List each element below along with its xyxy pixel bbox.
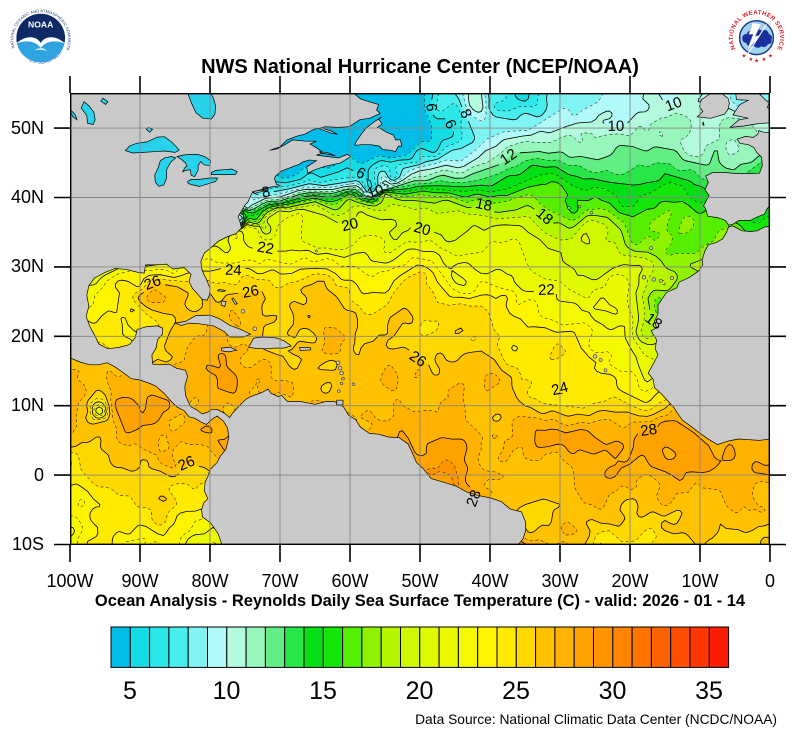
svg-text:8: 8: [260, 183, 271, 201]
svg-text:12: 12: [497, 145, 520, 168]
svg-text:26: 26: [142, 272, 164, 294]
svg-text:18: 18: [642, 310, 665, 334]
svg-text:6: 6: [422, 103, 439, 112]
svg-text:10: 10: [607, 118, 624, 135]
svg-text:28: 28: [463, 488, 485, 510]
svg-text:26: 26: [406, 347, 429, 370]
svg-text:★: ★: [742, 54, 747, 60]
svg-text:26: 26: [175, 453, 197, 475]
svg-text:22: 22: [256, 238, 275, 258]
svg-text:26: 26: [241, 282, 261, 302]
svg-text:★: ★: [749, 57, 754, 63]
svg-text:NOAA: NOAA: [28, 20, 53, 30]
svg-text:28: 28: [639, 421, 658, 440]
svg-text:10: 10: [365, 181, 386, 202]
svg-text:20: 20: [412, 219, 433, 240]
svg-text:10: 10: [663, 94, 684, 116]
svg-text:22: 22: [538, 281, 555, 299]
svg-text:★: ★: [768, 54, 773, 60]
svg-text:24: 24: [550, 379, 571, 400]
svg-text:★: ★: [754, 58, 759, 64]
svg-text:24: 24: [225, 262, 242, 280]
svg-text:★: ★: [762, 57, 767, 63]
svg-text:20: 20: [340, 215, 360, 236]
svg-text:18: 18: [474, 195, 494, 215]
